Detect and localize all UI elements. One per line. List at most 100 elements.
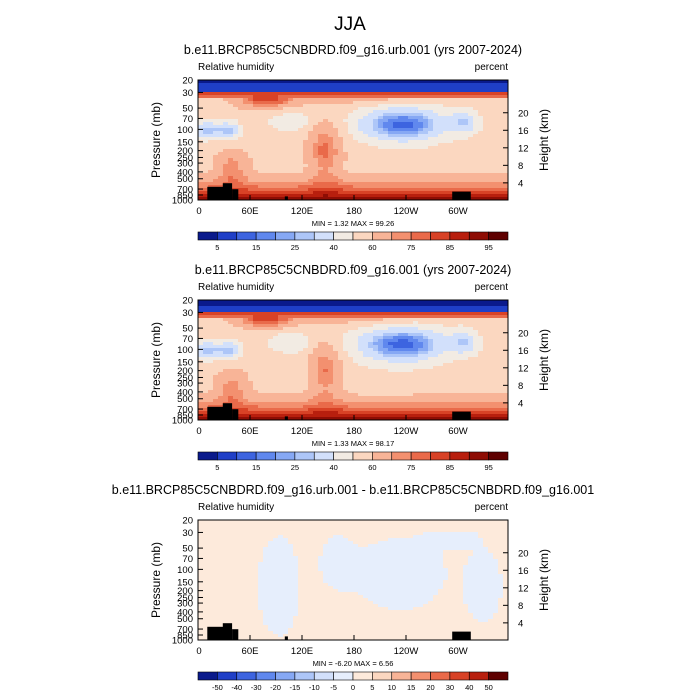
field-cell xyxy=(443,104,449,108)
field-cell xyxy=(478,360,484,364)
field-cell xyxy=(393,321,399,325)
field-cell xyxy=(243,306,249,310)
field-cell xyxy=(333,336,339,340)
field-cell xyxy=(443,119,449,123)
field-cell xyxy=(308,330,314,334)
field-cell xyxy=(423,405,429,409)
field-cell xyxy=(388,137,394,141)
field-cell xyxy=(198,318,204,322)
field-cell xyxy=(373,104,379,108)
field-cell xyxy=(498,399,504,403)
field-cell xyxy=(348,363,354,367)
field-cell xyxy=(423,107,429,111)
field-cell xyxy=(383,309,389,313)
field-cell xyxy=(383,324,389,328)
field-cell xyxy=(343,390,349,394)
field-cell xyxy=(493,182,499,186)
field-cell xyxy=(248,134,254,138)
field-cell xyxy=(358,161,364,165)
field-cell xyxy=(363,161,369,165)
field-cell xyxy=(308,197,314,201)
field-cell xyxy=(333,122,339,126)
field-cell xyxy=(368,324,374,328)
field-cell xyxy=(478,381,484,385)
field-cell xyxy=(218,95,224,99)
field-cell xyxy=(343,134,349,138)
field-cell xyxy=(263,384,269,388)
field-cell xyxy=(403,80,409,84)
field-cell xyxy=(458,143,464,147)
field-cell xyxy=(478,155,484,159)
y-tick-label: 100 xyxy=(177,125,193,136)
field-cell xyxy=(328,182,334,186)
field-cell xyxy=(373,188,379,192)
field-cell xyxy=(328,134,334,138)
field-cell xyxy=(413,128,419,132)
field-cell xyxy=(263,83,269,87)
topography xyxy=(222,183,233,200)
field-cell xyxy=(338,303,344,307)
field-cell xyxy=(323,170,329,174)
field-cell xyxy=(493,194,499,198)
field-cell xyxy=(488,176,494,180)
field-cell xyxy=(303,300,309,304)
field-cell xyxy=(438,110,444,114)
field-cell xyxy=(203,146,209,150)
field-cell xyxy=(263,176,269,180)
field-cell xyxy=(248,125,254,129)
field-cell xyxy=(348,309,354,313)
field-cell xyxy=(253,354,259,358)
field-cell xyxy=(323,390,329,394)
field-cell xyxy=(418,140,424,144)
field-cell xyxy=(288,306,294,310)
field-cell xyxy=(488,95,494,99)
field-cell xyxy=(333,402,339,406)
field-cell xyxy=(308,339,314,343)
field-cell xyxy=(463,399,469,403)
field-cell xyxy=(463,179,469,183)
field-cell xyxy=(468,336,474,340)
field-cell xyxy=(353,303,359,307)
field-cell xyxy=(198,345,204,349)
field-cell xyxy=(348,300,354,304)
field-cell xyxy=(333,131,339,135)
field-cell xyxy=(318,411,324,415)
field-cell xyxy=(423,366,429,370)
field-cell xyxy=(263,306,269,310)
field-cell xyxy=(408,372,414,376)
field-cell xyxy=(433,158,439,162)
field-cell xyxy=(403,137,409,141)
field-cell xyxy=(463,161,469,165)
field-cell xyxy=(463,366,469,370)
field-cell xyxy=(228,300,234,304)
field-cell xyxy=(388,134,394,138)
field-cell xyxy=(278,363,284,367)
field-cell xyxy=(273,372,279,376)
field-cell xyxy=(243,345,249,349)
field-cell xyxy=(408,396,414,400)
field-cell xyxy=(293,399,299,403)
field-cell xyxy=(398,188,404,192)
field-cell xyxy=(268,375,274,379)
field-cell xyxy=(473,327,479,331)
colorbar-label: 5 xyxy=(215,243,219,252)
field-cell xyxy=(393,303,399,307)
field-cell xyxy=(358,396,364,400)
field-cell xyxy=(258,92,264,96)
field-cell xyxy=(208,348,214,352)
field-cell xyxy=(383,330,389,334)
field-cell xyxy=(418,330,424,334)
field-cell xyxy=(433,351,439,355)
field-cell xyxy=(398,405,404,409)
field-cell xyxy=(253,146,259,150)
field-cell xyxy=(393,384,399,388)
field-cell xyxy=(273,363,279,367)
field-cell xyxy=(463,143,469,147)
field-cell xyxy=(273,360,279,364)
field-cell xyxy=(418,354,424,358)
field-cell xyxy=(433,354,439,358)
field-cell xyxy=(218,396,224,400)
field-cell xyxy=(263,95,269,99)
field-cell xyxy=(383,83,389,87)
field-cell xyxy=(438,378,444,382)
